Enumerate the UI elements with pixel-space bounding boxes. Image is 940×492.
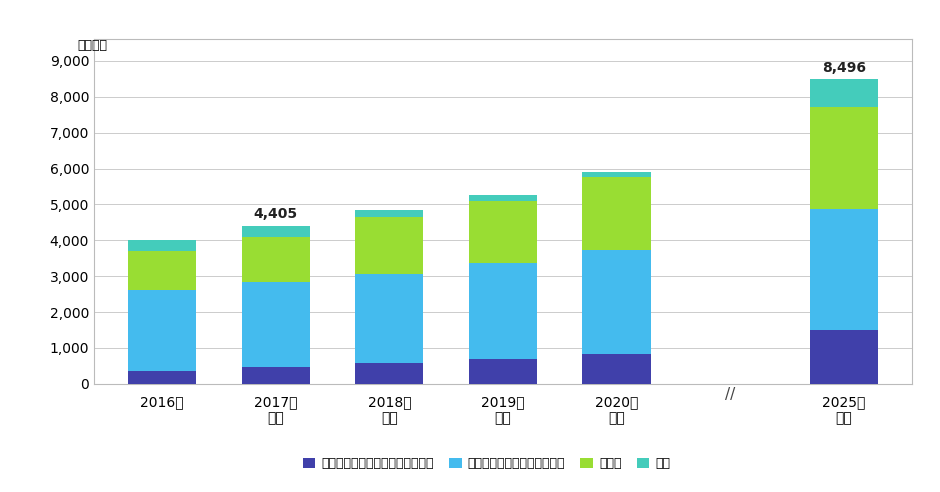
Bar	[242, 237, 310, 281]
Text: //: //	[725, 387, 735, 401]
Bar	[809, 209, 878, 330]
Text: （億円）: （億円）	[77, 39, 107, 52]
Bar	[583, 250, 650, 354]
Text: 8,496: 8,496	[822, 61, 866, 75]
Bar	[469, 195, 537, 201]
Bar	[128, 371, 196, 384]
Bar	[242, 367, 310, 384]
Bar	[469, 201, 537, 263]
Bar	[583, 354, 650, 384]
Bar	[469, 263, 537, 359]
Bar	[355, 210, 423, 217]
Text: 4,405: 4,405	[254, 208, 298, 221]
Bar	[242, 226, 310, 237]
Bar	[809, 330, 878, 384]
Bar	[242, 281, 310, 367]
Bar	[809, 79, 878, 107]
Bar	[355, 274, 423, 363]
Bar	[355, 363, 423, 384]
Bar	[809, 107, 878, 209]
Bar	[469, 359, 537, 384]
Bar	[583, 177, 650, 250]
Bar	[355, 217, 423, 274]
Bar	[128, 290, 196, 371]
Bar	[128, 250, 196, 290]
Bar	[128, 240, 196, 250]
Bar	[583, 173, 650, 177]
Legend: ロボティクス・オートメーション, ロジスティクスファシリティ, ＩｏＴ, ＡＩ: ロボティクス・オートメーション, ロジスティクスファシリティ, ＩｏＴ, ＡＩ	[298, 452, 675, 475]
